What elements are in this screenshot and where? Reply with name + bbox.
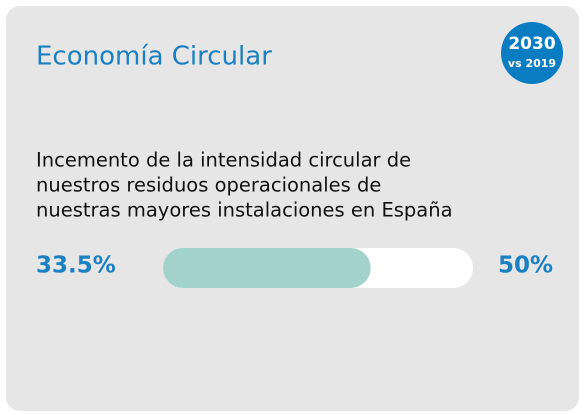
progress-fill — [163, 248, 371, 288]
badge-year: 2030 — [508, 34, 555, 54]
description-line: nuestras mayores instalaciones en España — [36, 199, 453, 222]
card — [6, 6, 579, 411]
description-line: Incemento de la intensidad circular de — [36, 149, 411, 172]
progress-bar — [163, 248, 473, 288]
card-title: Economía Circular — [36, 42, 272, 72]
target-value: 50% — [498, 253, 553, 279]
badge — [501, 22, 563, 84]
description: Incemento de la intensidad circular denu… — [36, 149, 453, 222]
badge-subtitle: vs 2019 — [508, 57, 556, 70]
current-value: 33.5% — [36, 253, 116, 279]
description-line: nuestros residuos operacionales de — [36, 174, 381, 197]
